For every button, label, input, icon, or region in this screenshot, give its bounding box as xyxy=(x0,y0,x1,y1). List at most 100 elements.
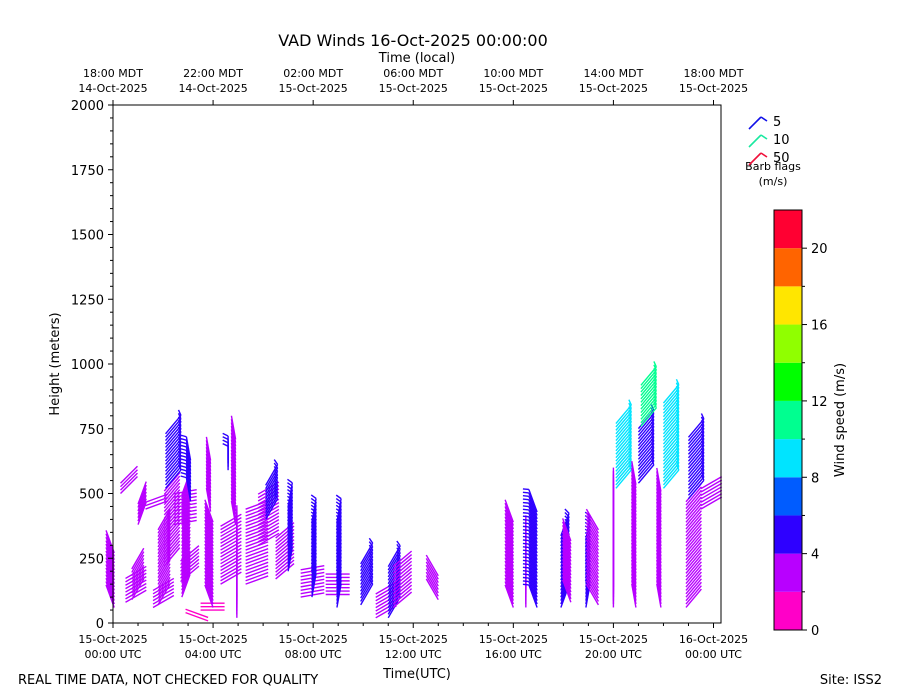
wind-barb-9 xyxy=(165,414,182,435)
x-tick-label-time: 00:00 UTC xyxy=(84,648,141,661)
wind-barb-38 xyxy=(528,584,538,608)
wind-barb-36 xyxy=(504,509,514,533)
wind-barb-3 xyxy=(131,551,145,573)
wind-barb-8 xyxy=(163,523,181,543)
wind-barb-7 xyxy=(157,532,171,555)
wind-barb-47 xyxy=(640,383,657,403)
wind-barb-47 xyxy=(640,366,657,386)
top-tick-label-date: 15-Oct-2025 xyxy=(279,82,348,95)
chart-title: VAD Winds 16-Oct-2025 00:00:00 xyxy=(278,31,548,50)
wind-barb-50 xyxy=(685,496,702,516)
wind-barb-22 xyxy=(245,571,269,582)
wind-barb-38 xyxy=(528,550,538,574)
y-tick-label: 2000 xyxy=(71,99,104,114)
wind-barb-50 xyxy=(685,493,702,513)
wind-barb-36 xyxy=(504,550,514,574)
wind-barb-46 xyxy=(637,460,655,481)
wind-barb-flag-38 xyxy=(522,569,529,572)
x-tick-label-time: 00:00 UTC xyxy=(685,648,742,661)
wind-barb-17 xyxy=(204,571,214,595)
colorbar-bin xyxy=(774,591,802,630)
quality-disclaimer: REAL TIME DATA, NOT CHECKED FOR QUALITY xyxy=(18,673,319,688)
wind-barb-flag-24 xyxy=(273,466,279,472)
colorbar-label: Wind speed (m/s) xyxy=(833,363,848,477)
top-tick-label-time: 02:00 MDT xyxy=(283,67,343,80)
wind-barb-24 xyxy=(265,488,279,510)
colorbar-bin xyxy=(774,210,802,249)
wind-barb-40 xyxy=(562,521,572,545)
wind-barb-31 xyxy=(360,556,374,578)
wind-barb-34 xyxy=(392,550,413,568)
wind-barb-46 xyxy=(637,420,655,440)
wind-barb-40 xyxy=(562,576,572,600)
wind-barb-3 xyxy=(131,564,145,587)
wind-barb-9 xyxy=(165,421,182,442)
wind-barb-17 xyxy=(204,540,214,564)
wind-barb-12 xyxy=(181,567,191,591)
wind-barb-17 xyxy=(204,533,214,557)
wind-barb-7 xyxy=(157,576,171,599)
wind-barb-20 xyxy=(230,415,237,440)
wind-barb-35 xyxy=(425,575,439,597)
wind-barb-22 xyxy=(245,510,269,521)
wind-barb-50 xyxy=(685,537,702,557)
wind-barb-flag-38 xyxy=(522,546,529,549)
wind-barb-38 xyxy=(528,560,538,584)
wind-barb-47 xyxy=(640,376,657,396)
wind-barb-48 xyxy=(656,467,662,492)
wind-barb-40 xyxy=(562,552,572,576)
wind-barb-flag-31 xyxy=(368,541,374,547)
wind-barb-24 xyxy=(265,494,279,517)
wind-barb-7 xyxy=(157,580,171,602)
wind-barb-17 xyxy=(204,519,214,543)
colorbar-bin xyxy=(774,248,802,287)
wind-barb-12 xyxy=(181,495,191,519)
wind-barb-49 xyxy=(662,401,680,421)
wind-barb-flag-38 xyxy=(522,525,529,528)
wind-barb-flag-38 xyxy=(522,559,529,562)
wind-barb-9 xyxy=(165,431,182,452)
wind-barb-36 xyxy=(504,567,514,591)
y-tick-label: 1000 xyxy=(71,358,104,373)
wind-barb-17 xyxy=(204,506,214,530)
y-tick-label: 1250 xyxy=(71,293,104,308)
wind-barb-49 xyxy=(662,394,680,414)
wind-barb-38 xyxy=(528,574,538,598)
wind-barb-3 xyxy=(131,568,145,590)
wind-barb-17 xyxy=(204,574,214,598)
wind-barb-38 xyxy=(528,581,538,605)
wind-barb-31 xyxy=(360,546,374,568)
wind-barb-34 xyxy=(392,577,413,595)
wind-barb-16 xyxy=(205,436,212,461)
wind-barb-8 xyxy=(163,536,181,557)
wind-barb-22 xyxy=(245,527,269,538)
wind-barb-22 xyxy=(245,575,269,585)
wind-barb-42 xyxy=(585,580,600,602)
wind-barb-49 xyxy=(662,452,680,472)
wind-barb-35 xyxy=(425,558,439,580)
top-tick-label-time: 14:00 MDT xyxy=(583,67,643,80)
wind-barb-12 xyxy=(181,547,191,571)
wind-barb-flag-38 xyxy=(522,580,529,583)
wind-barb-flag-13 xyxy=(180,444,187,448)
wind-barb-38 xyxy=(528,506,538,530)
top-tick-label-date: 14-Oct-2025 xyxy=(178,82,247,95)
wind-barb-46 xyxy=(637,447,655,467)
wind-barb-flag-38 xyxy=(522,488,529,491)
wind-barb-12 xyxy=(181,523,191,547)
wind-barb-24 xyxy=(265,467,279,490)
wind-barb-38 xyxy=(528,499,538,523)
wind-barb-flag-26 xyxy=(287,478,293,484)
wind-barb-7 xyxy=(157,522,171,544)
wind-barb-36 xyxy=(504,577,514,601)
top-tick-label-date: 15-Oct-2025 xyxy=(679,82,748,95)
wind-barb-flag-49 xyxy=(675,378,680,386)
wind-barb-17 xyxy=(204,547,214,571)
wind-barb-52 xyxy=(700,496,723,510)
wind-barb-flag-13 xyxy=(180,461,187,465)
wind-barb-38 xyxy=(528,567,538,591)
wind-barb-12 xyxy=(181,492,191,516)
wind-barb-50 xyxy=(685,520,702,540)
wind-barb-40 xyxy=(562,555,572,579)
